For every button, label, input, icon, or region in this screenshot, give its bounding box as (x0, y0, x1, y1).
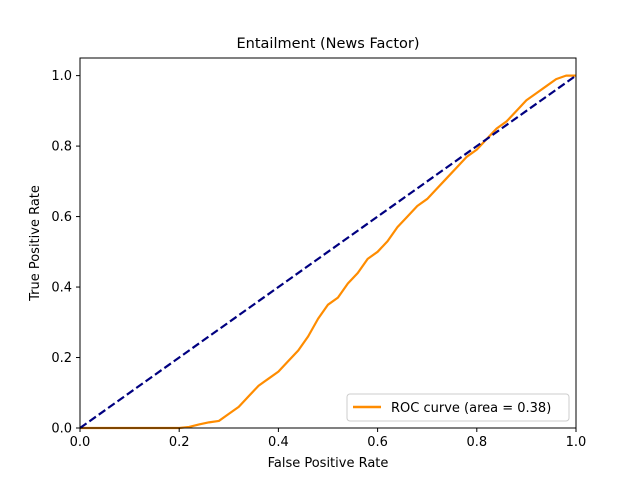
y-tick-label: 0.2 (51, 351, 72, 366)
chart-title: Entailment (News Factor) (237, 36, 420, 52)
y-tick-label: 0.6 (51, 210, 72, 225)
chance-diagonal-line (79, 74, 577, 429)
y-axis-label: True Positive Rate (28, 185, 43, 302)
x-axis-ticks: 0.0 0.2 0.4 0.6 0.8 1.0 (70, 428, 587, 450)
x-tick-label: 0.4 (268, 435, 289, 450)
series-layer (79, 74, 577, 430)
legend-box (346, 393, 570, 422)
x-axis-label: False Positive Rate (268, 456, 389, 471)
x-tick-label: 0.8 (466, 435, 487, 450)
roc-curve-line (80, 74, 576, 430)
y-tick-label: 0.4 (51, 281, 72, 296)
y-tick-label: 0.8 (51, 140, 72, 155)
plot-frame (79, 57, 577, 429)
x-tick-label: 0.2 (169, 435, 190, 450)
legend-label-roc: ROC curve (area = 0.38) (391, 401, 551, 416)
x-tick-label: 0.0 (70, 435, 91, 450)
y-tick-label: 0.0 (51, 422, 72, 437)
x-tick-label: 1.0 (566, 435, 587, 450)
y-axis-ticks: 0.0 0.2 0.4 0.6 0.8 1.0 (51, 69, 80, 437)
legend: ROC curve (area = 0.38) (346, 393, 570, 422)
y-tick-label: 1.0 (51, 69, 72, 84)
x-tick-label: 0.6 (367, 435, 388, 450)
